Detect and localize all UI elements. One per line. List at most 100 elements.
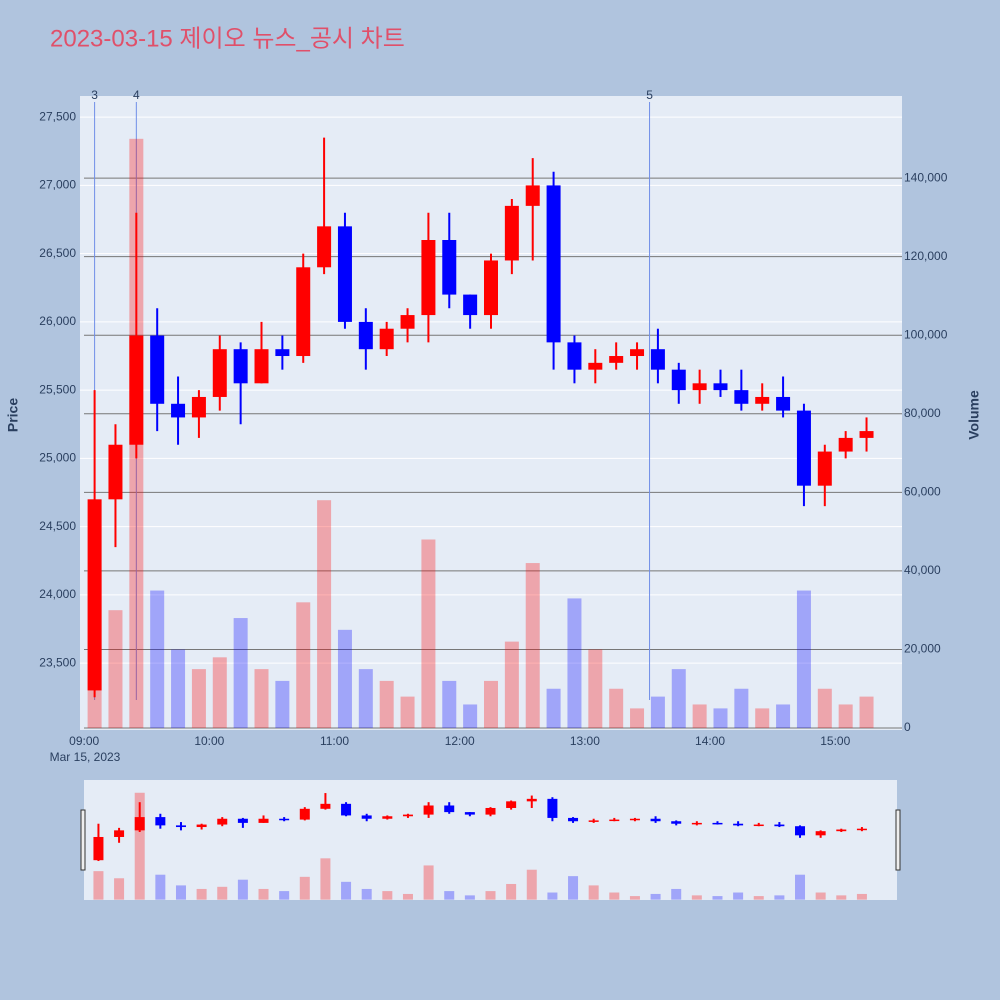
- candle-body: [525, 185, 540, 206]
- candle-body: [150, 335, 165, 404]
- candle-body: [546, 185, 561, 343]
- volume-bar: [93, 871, 104, 900]
- candle-body: [299, 808, 310, 820]
- range-handle[interactable]: [895, 809, 901, 871]
- candle-body: [423, 805, 434, 815]
- volume-bar: [233, 618, 248, 729]
- candle-body: [713, 383, 728, 391]
- x-tick-label: 11:00: [320, 734, 349, 748]
- volume-bar: [379, 680, 394, 729]
- volume-bar: [361, 888, 372, 900]
- volume-bar: [546, 688, 561, 729]
- annotation-label: 3: [91, 88, 98, 102]
- candle-body: [114, 830, 125, 837]
- y2-tick-label: 140,000: [904, 170, 948, 184]
- candle-body: [421, 239, 436, 316]
- y-tick-label: 26,000: [39, 314, 76, 328]
- volume-bar: [630, 708, 645, 729]
- volume-bar: [421, 539, 436, 729]
- volume-bar: [296, 602, 311, 729]
- volume-bar: [191, 669, 206, 729]
- candle-body: [547, 798, 558, 818]
- candle-body: [258, 818, 269, 823]
- candle-body: [400, 315, 415, 329]
- volume-bar: [402, 893, 413, 900]
- volume-bar: [175, 885, 186, 900]
- candle-body: [838, 437, 853, 452]
- range-handle[interactable]: [80, 809, 86, 871]
- candle-body: [217, 818, 228, 825]
- candle-body: [337, 226, 352, 322]
- candle-body: [753, 824, 764, 827]
- volume-bar: [733, 892, 744, 900]
- candle-body: [733, 823, 744, 826]
- x-tick-label: 14:00: [695, 734, 725, 748]
- candle-body: [320, 803, 331, 809]
- candle-body: [108, 444, 123, 500]
- candle-body: [629, 818, 640, 821]
- x-tick-label: 12:00: [445, 734, 475, 748]
- y2-tick-label: 20,000: [904, 642, 941, 656]
- y-tick-label: 24,500: [39, 519, 76, 533]
- volume-bar: [836, 895, 847, 900]
- volume-bar: [341, 881, 352, 900]
- volume-bar: [526, 869, 537, 900]
- candle-body: [134, 817, 145, 831]
- range-slider[interactable]: [84, 780, 897, 900]
- x-tick-label: 13:00: [570, 734, 600, 748]
- volume-bar: [134, 792, 145, 900]
- y2-tick-label: 40,000: [904, 563, 941, 577]
- candle-body: [464, 812, 475, 815]
- candle-body: [254, 349, 269, 384]
- candle-body: [795, 826, 806, 836]
- volume-bar: [795, 874, 806, 900]
- y-tick-label: 27,000: [39, 178, 76, 192]
- candle-body: [568, 817, 579, 822]
- candle-body: [485, 807, 496, 815]
- candle-body: [382, 816, 393, 819]
- y-axis-title: Price: [5, 398, 21, 432]
- volume-bar: [671, 888, 682, 900]
- y-tick-label: 27,500: [39, 109, 76, 123]
- candle-body: [402, 814, 413, 817]
- annotation-label: 4: [133, 88, 140, 102]
- candle-body: [484, 260, 498, 316]
- candle-body: [796, 410, 811, 486]
- volume-bar: [671, 669, 686, 729]
- volume-bar: [337, 629, 352, 729]
- candle-body: [755, 396, 770, 404]
- candle-body: [196, 824, 207, 828]
- y-tick-label: 23,500: [39, 655, 76, 669]
- volume-bar: [815, 892, 826, 900]
- y2-tick-label: 0: [904, 720, 911, 734]
- volume-bar: [838, 704, 853, 729]
- candle-body: [567, 342, 582, 370]
- candle-body: [358, 321, 373, 350]
- candle-body: [609, 819, 620, 822]
- volume-bar: [713, 708, 728, 729]
- candle-body: [275, 349, 290, 357]
- candle-body: [444, 805, 455, 813]
- volume-bar: [547, 892, 558, 900]
- volume-bar: [588, 885, 599, 900]
- volume-bar: [108, 610, 123, 729]
- volume-bar: [734, 688, 749, 729]
- y2-tick-label: 80,000: [904, 406, 941, 420]
- candle-body: [233, 349, 248, 384]
- volume-bar: [171, 649, 186, 729]
- candle-body: [650, 349, 665, 370]
- volume-bar: [464, 895, 475, 900]
- volume-bar: [382, 891, 393, 900]
- volume-bar: [444, 891, 455, 900]
- volume-bar: [859, 696, 874, 729]
- candle-body: [506, 801, 517, 808]
- volume-bar: [320, 858, 331, 900]
- volume-bar: [504, 641, 519, 729]
- volume-bar: [774, 895, 785, 900]
- x-tick-label: 09:00: [69, 734, 99, 748]
- volume-bar: [358, 669, 373, 729]
- candle-body: [815, 831, 826, 836]
- volume-bar: [712, 896, 723, 900]
- volume-bar: [609, 688, 624, 729]
